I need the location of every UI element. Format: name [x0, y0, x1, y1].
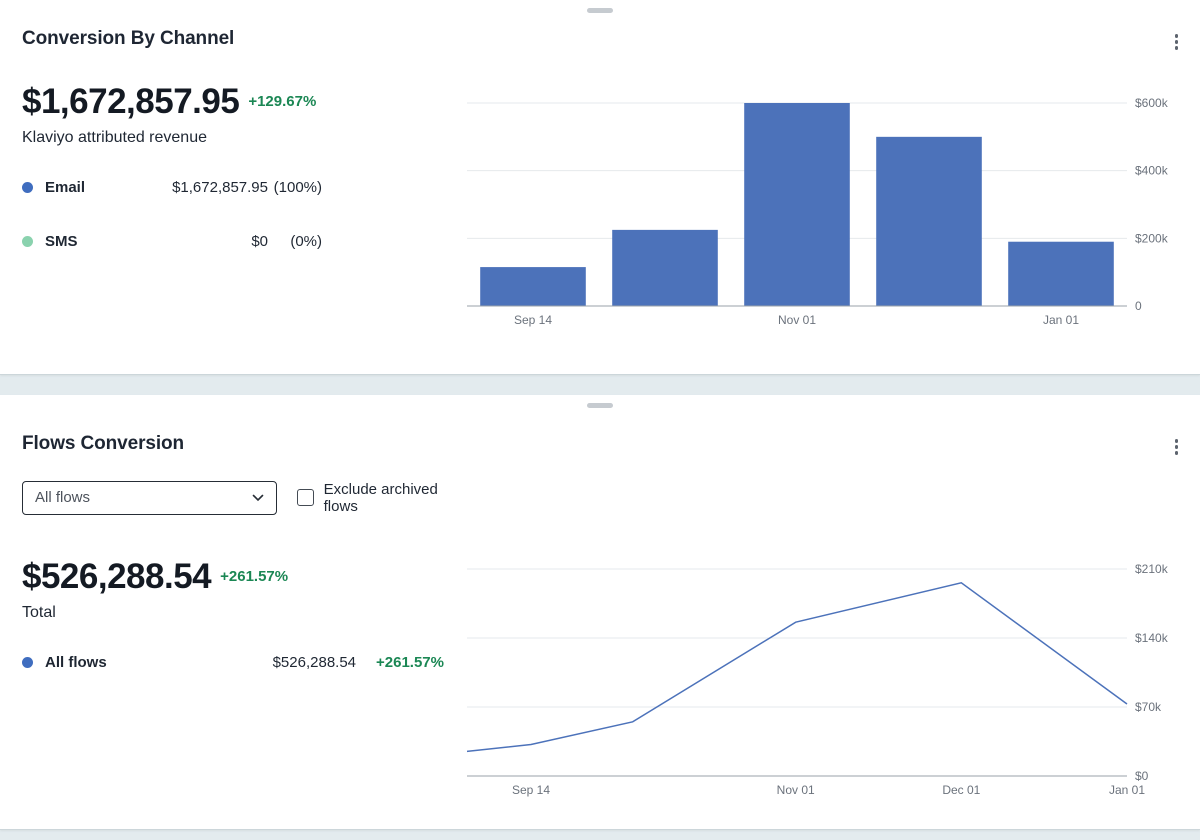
more-options-button[interactable]	[1167, 433, 1187, 461]
exclude-archived-checkbox[interactable]: Exclude archived flows	[296, 480, 467, 515]
channel-legend: Email $1,672,857.95 (100%) SMS $0 (0%)	[22, 179, 467, 250]
flows-total-value: $526,288.54	[22, 556, 212, 596]
x-tick-label: Sep 14	[514, 313, 552, 327]
x-tick-label: Nov 01	[777, 783, 815, 797]
bar-chart-svg: $600k $400k $200k 0 Sep 14 Nov 01 Jan 01	[467, 96, 1169, 327]
y-tick-label: $70k	[1135, 700, 1162, 714]
channel-revenue-chart[interactable]: $600k $400k $200k 0 Sep 14 Nov 01 Jan 01	[467, 56, 1200, 332]
y-tick-label: $200k	[1135, 231, 1169, 245]
flows-total-label: Total	[22, 603, 56, 621]
legend-label: SMS	[45, 232, 78, 250]
card-title: Conversion By Channel	[22, 28, 235, 49]
line-chart-svg: $210k $140k $70k $0 Sep 14 Nov 01 Dec 01 Jan 01	[467, 562, 1169, 797]
legend-row-sms: SMS $0 (0%)	[22, 233, 322, 250]
x-tick-label: Sep 14	[512, 783, 550, 797]
y-tick-label: $600k	[1135, 96, 1169, 110]
flows-total-delta: +261.57%	[220, 568, 289, 585]
bar	[1008, 241, 1114, 306]
legend-value: $0	[251, 232, 268, 250]
chevron-down-icon	[252, 494, 264, 502]
attributed-revenue-delta: +129.67%	[248, 93, 317, 110]
sms-series-dot	[22, 235, 33, 247]
flows-legend: All flows $526,288.54 +261.57%	[22, 654, 467, 671]
more-options-button[interactable]	[1167, 28, 1187, 56]
y-tick-label: $140k	[1135, 631, 1169, 645]
legend-value: $526,288.54	[272, 653, 357, 671]
x-tick-label: Jan 01	[1109, 783, 1145, 797]
flows-conversion-card: Flows Conversion All flows Exclude archi…	[0, 395, 1200, 830]
legend-row-all-flows: All flows $526,288.54 +261.57%	[22, 654, 444, 671]
x-tick-label: Dec 01	[942, 783, 980, 797]
flow-filter-value: All flows	[35, 489, 91, 506]
legend-percent: (100%)	[273, 178, 322, 196]
legend-delta: +261.57%	[376, 653, 444, 671]
y-tick-label: $0	[1135, 769, 1149, 783]
bar	[480, 266, 586, 306]
flows-revenue-chart[interactable]: $210k $140k $70k $0 Sep 14 Nov 01 Dec 01 Jan 01	[467, 461, 1200, 802]
trend-line	[467, 581, 1128, 752]
y-tick-label: $400k	[1135, 163, 1169, 177]
drag-handle[interactable]	[587, 8, 613, 13]
all-flows-series-dot	[22, 656, 33, 668]
drag-handle[interactable]	[587, 403, 613, 408]
legend-row-email: Email $1,672,857.95 (100%)	[22, 179, 322, 196]
bar	[744, 102, 850, 306]
kebab-menu-icon	[1174, 34, 1178, 38]
checkbox-label: Exclude archived flows	[323, 480, 438, 515]
y-tick-label: 0	[1135, 299, 1142, 313]
legend-value: $1,672,857.95	[172, 178, 268, 196]
flow-filter-select[interactable]: All flows	[22, 480, 277, 515]
attributed-revenue-label: Klaviyo attributed revenue	[22, 128, 207, 146]
conversion-by-channel-card: Conversion By Channel $1,672,857.95 +129…	[0, 0, 1200, 375]
email-series-dot	[22, 181, 33, 193]
legend-label: All flows	[45, 653, 107, 671]
legend-label: Email	[45, 178, 86, 196]
bar	[612, 229, 718, 306]
checkbox-box[interactable]	[296, 489, 314, 506]
x-tick-label: Jan 01	[1043, 313, 1079, 327]
kebab-menu-icon	[1174, 439, 1178, 443]
x-tick-label: Nov 01	[778, 313, 816, 327]
y-tick-label: $210k	[1135, 562, 1169, 576]
legend-percent: (0%)	[290, 232, 322, 250]
card-title: Flows Conversion	[22, 433, 185, 454]
bar	[876, 136, 982, 306]
attributed-revenue-value: $1,672,857.95	[22, 81, 240, 121]
